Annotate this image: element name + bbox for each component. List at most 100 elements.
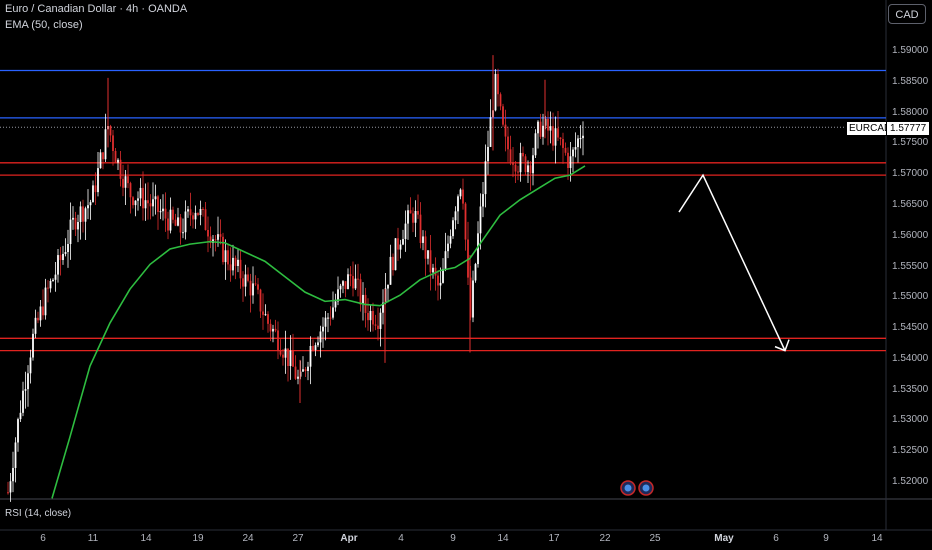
candle-body bbox=[579, 138, 582, 140]
candle-body bbox=[419, 214, 422, 243]
rsi-label[interactable]: RSI (14, close) bbox=[5, 508, 72, 519]
time-tick-label: May bbox=[714, 533, 734, 544]
candle-body bbox=[317, 342, 319, 346]
price-tick-label: 1.58500 bbox=[892, 75, 929, 87]
candle-body bbox=[194, 212, 197, 220]
candle-body bbox=[117, 159, 119, 163]
candle-body bbox=[369, 310, 372, 321]
candle-body bbox=[67, 244, 69, 253]
candle-body bbox=[92, 185, 94, 203]
candle-body bbox=[242, 278, 244, 287]
candle-body bbox=[127, 176, 129, 184]
ema-line[interactable] bbox=[51, 165, 586, 499]
candle-body bbox=[249, 280, 252, 296]
candle-body bbox=[462, 189, 464, 204]
candle-body bbox=[114, 150, 117, 163]
candle-body bbox=[239, 259, 242, 279]
candle-body bbox=[152, 199, 154, 207]
candle-body bbox=[224, 250, 227, 263]
candle-body bbox=[77, 221, 79, 230]
candle-body bbox=[309, 345, 312, 367]
price-tick-label: 1.55500 bbox=[892, 260, 929, 272]
candle-body bbox=[264, 314, 267, 316]
projection-arrow[interactable] bbox=[678, 173, 786, 351]
candle-body bbox=[452, 220, 454, 237]
candle-body bbox=[162, 208, 164, 212]
time-tick-label: 14 bbox=[497, 533, 509, 544]
candle-body bbox=[562, 139, 564, 148]
candle-body bbox=[49, 280, 52, 289]
candle-body bbox=[54, 274, 57, 280]
time-tick-label: 24 bbox=[242, 533, 254, 544]
candle-body bbox=[347, 274, 349, 289]
candle-body bbox=[442, 269, 444, 283]
candle-body bbox=[234, 257, 237, 267]
candle-body bbox=[47, 287, 49, 289]
candle-body bbox=[392, 256, 394, 271]
price-tick-label: 1.52000 bbox=[892, 476, 929, 487]
candle-body bbox=[344, 281, 347, 289]
candle-body bbox=[74, 217, 77, 230]
candle-body bbox=[542, 125, 544, 137]
candle-body bbox=[99, 152, 102, 169]
candle-body bbox=[247, 274, 249, 281]
candle-body bbox=[22, 390, 24, 413]
candle-body bbox=[379, 312, 382, 329]
candle-body bbox=[472, 280, 474, 318]
candle-body bbox=[487, 146, 489, 162]
candle-body bbox=[29, 357, 32, 374]
candle-body bbox=[367, 312, 369, 321]
candle-body bbox=[414, 210, 417, 223]
time-tick-label: 6 bbox=[773, 533, 779, 544]
candle-body bbox=[432, 267, 434, 273]
candle-body bbox=[349, 274, 352, 277]
candle-body bbox=[464, 203, 467, 240]
candle-body bbox=[559, 137, 562, 140]
candle-body bbox=[259, 289, 262, 312]
candle-body bbox=[19, 412, 22, 420]
candle-body bbox=[517, 171, 519, 173]
candle-body bbox=[374, 324, 377, 326]
candle-body bbox=[409, 210, 412, 214]
candle-body bbox=[274, 328, 277, 331]
candle-body bbox=[324, 317, 327, 327]
candle-body bbox=[447, 243, 449, 252]
currency-button[interactable]: CAD bbox=[888, 4, 926, 24]
candle-body bbox=[457, 196, 459, 212]
event-icon[interactable] bbox=[620, 480, 636, 496]
candle-body bbox=[484, 161, 487, 195]
candle-body bbox=[109, 126, 112, 136]
candle-body bbox=[477, 233, 479, 265]
candle-body bbox=[209, 236, 212, 243]
candle-body bbox=[509, 149, 512, 163]
candle-body bbox=[89, 202, 92, 206]
candle-body bbox=[412, 213, 414, 223]
candle-body bbox=[287, 348, 289, 367]
candle-body bbox=[319, 331, 322, 343]
last-price-tag: 1.57777 bbox=[886, 121, 931, 136]
candle-body bbox=[42, 306, 44, 316]
candle-body bbox=[289, 350, 292, 367]
price-tick-label: 1.54000 bbox=[892, 352, 929, 364]
candle-body bbox=[294, 366, 297, 379]
candle-body bbox=[497, 73, 499, 95]
candle-body bbox=[12, 467, 14, 482]
event-icon[interactable] bbox=[638, 480, 654, 496]
candle-body bbox=[27, 373, 29, 390]
candle-body bbox=[512, 162, 514, 165]
candle-body bbox=[232, 257, 234, 271]
candle-body bbox=[422, 236, 424, 243]
indicator-label[interactable]: EMA (50, close) bbox=[5, 19, 83, 31]
candle-body bbox=[187, 209, 189, 212]
candle-body bbox=[69, 219, 72, 245]
time-tick-label: 6 bbox=[40, 533, 46, 544]
price-tick-label: 1.53000 bbox=[892, 414, 929, 426]
time-tick-label: 14 bbox=[871, 533, 883, 544]
candle-body bbox=[307, 366, 309, 372]
candle-body bbox=[332, 307, 334, 318]
candle-body bbox=[479, 206, 482, 234]
candle-body bbox=[164, 208, 167, 219]
candle-body bbox=[222, 236, 224, 263]
